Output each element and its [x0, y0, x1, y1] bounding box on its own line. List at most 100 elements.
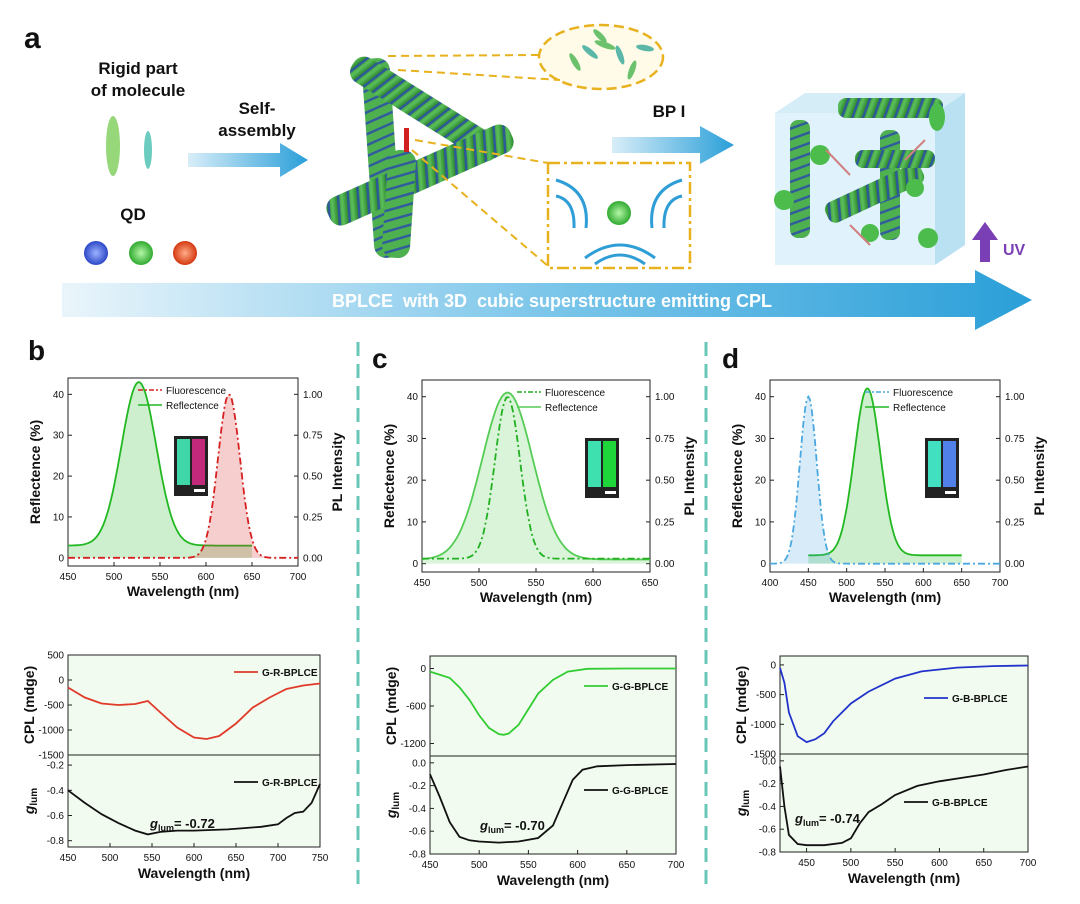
y2-axis-label: PL Intensity	[681, 436, 697, 515]
y-axis-label: Reflectence (%)	[27, 420, 43, 524]
x-tick-label: 500	[838, 578, 855, 589]
qd-in-defect	[607, 201, 631, 225]
y2-tick-label: 0.75	[1005, 434, 1025, 445]
self-assembly-arrow	[188, 143, 308, 177]
y-tick-label: 0.0	[762, 756, 776, 767]
y2-tick-label: 0.75	[303, 431, 323, 442]
x-tick-label: 600	[915, 578, 932, 589]
zoom-line	[387, 54, 541, 57]
y-tick-label: 20	[755, 476, 767, 487]
y-tick-label: 20	[53, 472, 65, 483]
legend-label: G-B-BPLCE	[952, 694, 1008, 705]
plot-area	[429, 655, 677, 757]
x-tick-label: 550	[877, 578, 894, 589]
x-tick-label: 700	[668, 860, 685, 871]
series-line-g-g-bplce	[429, 763, 677, 844]
zoom-line	[411, 149, 549, 267]
y-tick-label: 0	[58, 553, 64, 564]
bp-label: BP I	[653, 102, 686, 121]
x-tick-label: 700	[992, 578, 1009, 589]
series-fill-fluorescence	[68, 394, 298, 558]
y-tick-label: -0.8	[759, 848, 777, 859]
sample-photo-half	[943, 441, 956, 487]
plot-area	[429, 755, 677, 855]
y-tick-label: -1500	[38, 751, 64, 762]
series-line-reflectence	[68, 381, 252, 547]
y2-tick-label: 0.75	[655, 434, 675, 445]
chart-b_cpl: -1500 -1000 -500 0 500 CPL (mdge) G-R-BPLCE	[21, 651, 321, 762]
y-tick-label: -0.4	[47, 786, 65, 797]
self-assembly-label-2: assembly	[218, 121, 296, 140]
double-twist-cylinders	[326, 56, 514, 259]
chart-d_glum: 450 500 550 600 650 700 -0.8 -0.6 -0.4 -0.2 0.0 Wav…	[733, 753, 1037, 886]
x-tick-label: 500	[843, 858, 860, 869]
y-axis-label: CPL (mdge)	[383, 667, 399, 745]
legend-label: G-G-BPLCE	[612, 786, 668, 797]
y2-tick-label: 0.00	[303, 553, 323, 564]
x-tick-label: 450	[60, 572, 77, 583]
series-fill-fluorescence	[770, 396, 1000, 564]
y2-tick-label: 1.00	[303, 390, 323, 401]
disclination-arcs	[555, 178, 683, 266]
x-tick-label: 600	[198, 572, 215, 583]
y-axis-label: Reflectence (%)	[729, 424, 745, 528]
y-tick-label: -500	[44, 701, 64, 712]
panel-letter-a: a	[24, 22, 41, 55]
sample-photo-half	[192, 439, 205, 485]
y-tick-label: 40	[755, 392, 767, 403]
y2-tick-label: 0.25	[303, 512, 323, 523]
series-line-reflectence	[808, 387, 962, 557]
series-line-fluorescence	[770, 394, 1000, 565]
x-tick-label: 600	[931, 858, 948, 869]
x-tick-label: 600	[186, 853, 203, 864]
banner-text: BPLCE with 3D cubic superstructure emitt…	[332, 291, 772, 311]
x-tick-label: 650	[642, 578, 659, 589]
legend-label: G-R-BPLCE	[262, 778, 318, 789]
y-tick-label: 0	[760, 559, 766, 570]
y2-axis-label: PL Intensity	[329, 432, 345, 511]
x-tick-label: 550	[144, 853, 161, 864]
x-tick-label: 700	[290, 572, 307, 583]
glum-annotation: glum= -0.74	[794, 811, 861, 828]
y-tick-label: 10	[755, 517, 767, 528]
series-line-g-b-bplce	[779, 765, 1029, 847]
sample-photo-half	[603, 441, 616, 487]
x-tick-label: 500	[471, 860, 488, 871]
sample-photo-half	[588, 441, 601, 487]
x-tick-label: 600	[585, 578, 602, 589]
rigid-molecule-long	[106, 116, 120, 176]
plot-area	[67, 754, 321, 848]
y2-tick-label: 1.00	[655, 392, 675, 403]
y-tick-label: 0.0	[412, 758, 426, 769]
bp-cube	[774, 93, 965, 265]
y-tick-label: -1000	[750, 720, 776, 731]
y2-tick-label: 1.00	[1005, 392, 1025, 403]
y-axis-label: CPL (mdge)	[733, 666, 749, 744]
y-tick-label: 30	[407, 434, 419, 445]
x-tick-label: 650	[953, 578, 970, 589]
legend-label: G-G-BPLCE	[612, 682, 668, 693]
qd-blue-dot	[84, 241, 108, 265]
self-assembly-label-1: Self-	[239, 99, 276, 118]
series-line-reflectence	[421, 391, 650, 561]
x-tick-label: 600	[569, 860, 586, 871]
y-tick-label: -500	[756, 690, 776, 701]
y-tick-label: 10	[53, 512, 65, 523]
y-tick-label: -600	[406, 702, 426, 713]
y-tick-label: 0	[58, 676, 64, 687]
x-tick-label: 650	[618, 860, 635, 871]
x-tick-label: 550	[887, 858, 904, 869]
banner-arrow	[62, 270, 1032, 330]
sample-photo-half	[928, 441, 941, 487]
series-line-fluorescence	[68, 394, 298, 559]
y-tick-label: -1200	[400, 739, 426, 750]
y-tick-label: 40	[407, 392, 419, 403]
y-axis-label: glum	[21, 788, 40, 815]
legend-label: Fluorescence	[545, 388, 605, 399]
x-tick-label: 550	[520, 860, 537, 871]
y-tick-label: -0.4	[759, 802, 777, 813]
glum-annotation: glum= -0.72	[149, 816, 215, 833]
legend-label: Fluorescence	[893, 388, 953, 399]
